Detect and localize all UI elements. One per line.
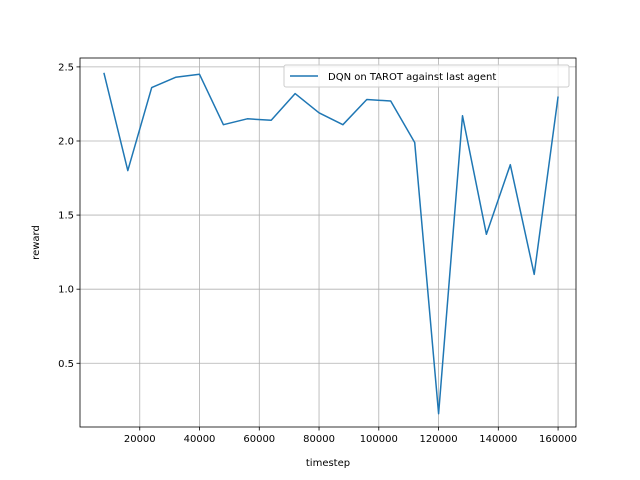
y-tick-label: 2.5 [58, 62, 74, 73]
legend: DQN on TAROT against last agent [283, 64, 570, 88]
x-tick-label: 100000 [360, 434, 398, 445]
y-tick-label: 2.0 [58, 136, 74, 147]
series-line [103, 72, 559, 415]
x-tick-label: 40000 [184, 434, 216, 445]
ticks: 20000 40000 60000 80000 100000 120000 140000 16… [58, 62, 577, 445]
series-layer [103, 72, 559, 415]
x-tick-label: 160000 [539, 434, 577, 445]
x-tick-label: 80000 [303, 434, 335, 445]
plot-frame [79, 57, 577, 428]
y-axis-label: reward [31, 225, 42, 260]
x-tick-label: 20000 [124, 434, 156, 445]
legend-label: DQN on TAROT against last agent [328, 72, 496, 83]
x-tick-label: 60000 [243, 434, 275, 445]
x-tick-label: 120000 [419, 434, 457, 445]
y-tick-label: 0.5 [58, 359, 74, 370]
legend-box [283, 64, 570, 88]
x-tick-label: 140000 [479, 434, 517, 445]
y-tick-label: 1.0 [58, 285, 74, 296]
x-axis-label: timestep [306, 458, 350, 469]
axes [79, 57, 577, 428]
y-tick-label: 1.5 [58, 211, 74, 222]
